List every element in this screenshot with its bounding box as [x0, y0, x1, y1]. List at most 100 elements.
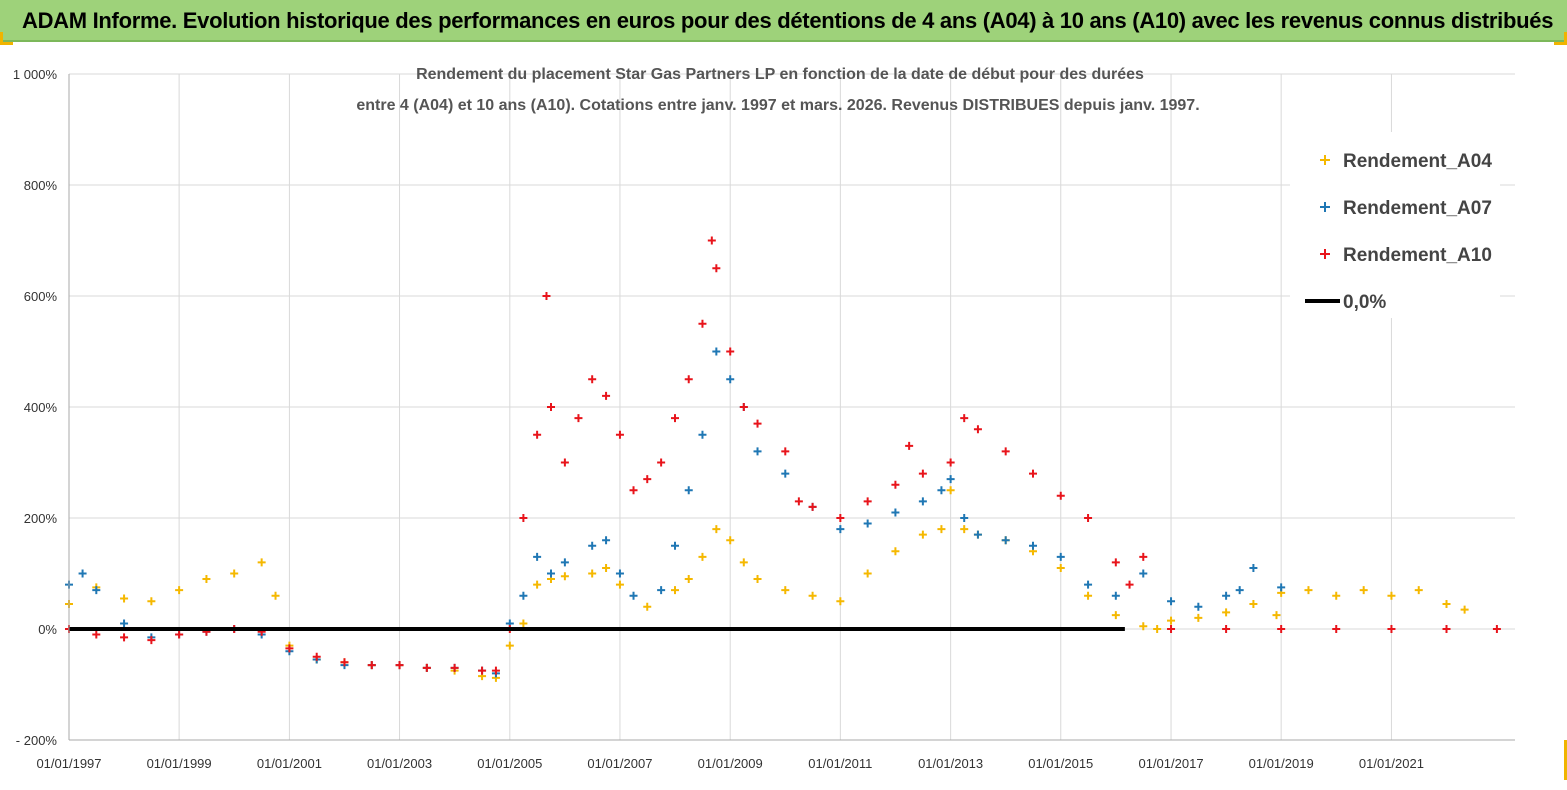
- a07-point: [960, 514, 969, 522]
- x-tick-label: 01/01/2007: [587, 756, 652, 771]
- a04-point: [1056, 563, 1065, 572]
- a10-point: [1125, 580, 1134, 589]
- a07-point: [712, 347, 721, 356]
- a04-point: [505, 641, 514, 650]
- a04-point: [1194, 613, 1203, 622]
- a04-point: [230, 569, 239, 578]
- a10-point: [478, 666, 487, 675]
- a10-point: [175, 630, 184, 639]
- a10-point: [395, 661, 404, 670]
- corner-mark-top-left: [0, 32, 13, 45]
- a07-point: [671, 541, 680, 550]
- x-tick-label: 01/01/2005: [477, 756, 542, 771]
- a04-point: [643, 602, 652, 611]
- a04-point: [202, 575, 211, 584]
- legend-marker: [1320, 202, 1330, 212]
- a04-point: [147, 597, 156, 606]
- a04-point: [560, 572, 569, 581]
- a10-point: [542, 292, 551, 300]
- legend-label: Rendement_A10: [1343, 245, 1492, 266]
- a10-point: [533, 430, 542, 439]
- a07-point: [781, 469, 790, 478]
- a04-point: [836, 597, 845, 606]
- a04-point: [1167, 616, 1176, 625]
- a07-point: [533, 552, 542, 561]
- a07-point: [519, 591, 528, 600]
- a04-point: [1414, 586, 1423, 595]
- corner-mark-top-right: [1554, 32, 1567, 45]
- a07-point: [918, 497, 927, 506]
- a10-point: [973, 425, 982, 434]
- a07-point: [973, 530, 982, 539]
- a04-point: [533, 580, 542, 589]
- a04-point: [937, 525, 946, 534]
- a10-point: [946, 458, 955, 467]
- a07-point: [946, 475, 955, 484]
- a10-point: [1084, 514, 1093, 522]
- a07-point: [629, 591, 638, 600]
- a10-point: [312, 652, 321, 661]
- a10-point: [1056, 491, 1065, 500]
- a10-point: [1029, 469, 1037, 478]
- a07-point: [1056, 552, 1065, 561]
- x-tick-label: 01/01/2015: [1028, 756, 1093, 771]
- a10-point: [1387, 625, 1396, 633]
- a04-point: [891, 547, 900, 556]
- a04-point: [602, 563, 611, 572]
- a04-point: [1460, 605, 1469, 614]
- x-tick-label: 01/01/2013: [918, 756, 983, 771]
- a04-point: [588, 569, 597, 578]
- a10-point: [753, 419, 762, 428]
- banner-title: ADAM Informe. Evolution historique des p…: [22, 8, 1554, 33]
- a07-point: [891, 508, 900, 517]
- a07-point: [1167, 597, 1176, 606]
- x-tick-label: 01/01/2009: [698, 756, 763, 771]
- a10-point: [657, 458, 666, 467]
- corner-mark-bottom-right: [1554, 740, 1567, 780]
- a10-point: [615, 430, 624, 439]
- a10-point: [92, 630, 101, 639]
- a04-point: [671, 586, 680, 595]
- a04-point: [271, 591, 280, 600]
- a10-point: [1332, 625, 1341, 633]
- a10-point: [519, 514, 528, 522]
- a10-point: [863, 497, 872, 506]
- a04-point: [1084, 591, 1093, 600]
- a07-point: [1111, 591, 1120, 600]
- a04-point: [753, 575, 762, 584]
- a10-point: [1222, 625, 1231, 633]
- a10-point: [560, 458, 569, 467]
- x-tick-label: 01/01/2011: [808, 756, 872, 771]
- a10-point: [491, 666, 500, 675]
- a10-point: [781, 447, 790, 456]
- a10-point: [905, 441, 914, 450]
- a04-point: [519, 619, 528, 628]
- chart: - 200% 0% 200% 400% 600% 800% 1 000% 01/01/1997…: [13, 66, 1515, 771]
- a04-point: [1222, 608, 1231, 617]
- legend-label: Rendement_A04: [1343, 151, 1492, 172]
- a10-point: [684, 375, 693, 384]
- a07-point: [560, 558, 569, 567]
- a04-point: [808, 591, 817, 600]
- a07-point: [120, 619, 129, 628]
- y-tick-label: 1 000%: [13, 67, 58, 82]
- banner: ADAM Informe. Evolution historique des p…: [0, 0, 1567, 42]
- a04-point: [960, 525, 969, 534]
- a07-point: [615, 569, 624, 578]
- a04-point: [1304, 586, 1313, 595]
- a04-point: [1111, 611, 1120, 620]
- a04-point: [615, 580, 624, 589]
- a04-point: [1139, 622, 1148, 631]
- a10-point: [147, 636, 156, 645]
- legend-label: 0,0%: [1343, 292, 1386, 313]
- a04-point: [684, 575, 693, 584]
- a07-point: [684, 486, 693, 495]
- legend-marker: [1320, 249, 1330, 259]
- a10-point: [1111, 558, 1120, 567]
- a07-point: [1249, 563, 1258, 572]
- chart-marks: [65, 236, 1501, 682]
- a10-point: [808, 502, 817, 511]
- a04-point: [739, 558, 748, 567]
- a04-point: [712, 525, 721, 534]
- a07-point: [698, 430, 707, 439]
